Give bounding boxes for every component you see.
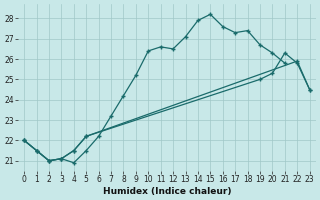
X-axis label: Humidex (Indice chaleur): Humidex (Indice chaleur) [103,187,231,196]
